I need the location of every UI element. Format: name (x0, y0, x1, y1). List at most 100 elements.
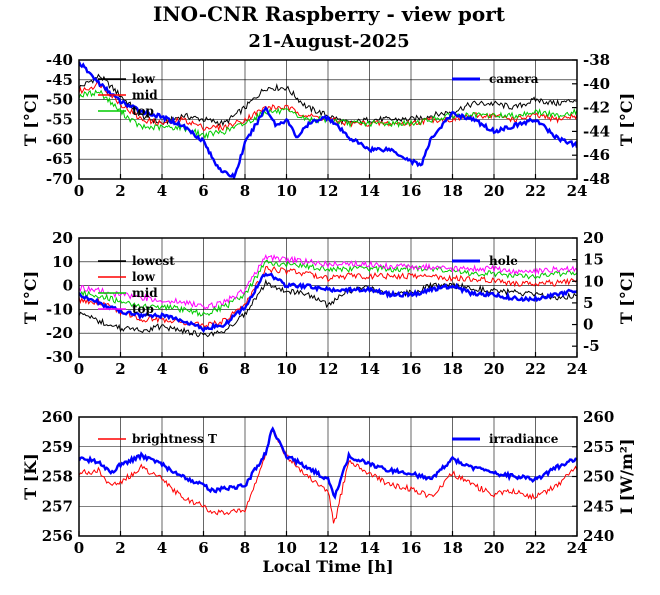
y-right-tick-label: -40 (583, 75, 610, 93)
x-tick-label: 14 (359, 182, 380, 200)
y-left-axis-label: T [°C] (21, 93, 40, 146)
x-tick-label: 6 (198, 539, 208, 557)
y-right-tick-label: 15 (583, 251, 604, 269)
x-tick-label: 16 (401, 539, 422, 557)
x-tick-label: 12 (318, 360, 339, 378)
x-tick-label: 12 (318, 539, 339, 557)
x-tick-label: 16 (401, 182, 422, 200)
legend-label: brightness T (132, 432, 217, 446)
legend-label: mid (132, 88, 158, 102)
x-axis-label: Local Time [h] (262, 557, 393, 576)
series-line-low (79, 265, 577, 329)
x-tick-label: 2 (115, 360, 125, 378)
chart-panel-3: 0 2 4 6 8 10 12 14 16 18 20 22 242562572582592602402… (21, 408, 636, 557)
y-right-tick-label: 0 (583, 316, 593, 334)
x-tick-label: 10 (276, 360, 297, 378)
y-right-axis-label: T [°C] (617, 271, 636, 324)
series-line-top (79, 89, 577, 140)
y-left-tick-label: 256 (42, 527, 73, 545)
y-right-axis-label: I [W/m²] (617, 439, 636, 515)
legend-label: mid (132, 286, 158, 300)
y-right-tick-label: 240 (583, 527, 614, 545)
x-tick-label: 12 (318, 182, 339, 200)
series-line-hole (79, 272, 577, 334)
legend-label: top (132, 104, 154, 118)
y-left-tick-label: 257 (42, 497, 73, 515)
y-left-tick-label: 10 (52, 253, 73, 271)
x-tick-label: 10 (276, 539, 297, 557)
legend-label: hole (489, 254, 518, 268)
y-left-tick-label: 260 (42, 408, 73, 426)
x-tick-label: 10 (276, 182, 297, 200)
legend-label: top (132, 302, 154, 316)
y-right-tick-label: 250 (583, 468, 614, 486)
y-right-tick-label: 5 (583, 294, 593, 312)
series-line-irradiance (79, 426, 577, 500)
y-left-tick-label: -45 (46, 71, 73, 89)
y-right-axis-label: T [°C] (617, 93, 636, 146)
y-right-tick-label: -38 (583, 51, 610, 69)
x-tick-label: 8 (240, 182, 250, 200)
x-tick-label: 18 (442, 360, 463, 378)
y-left-tick-label: 259 (42, 438, 73, 456)
y-right-tick-label: -48 (583, 170, 610, 188)
y-right-tick-label: 260 (583, 408, 614, 426)
legend-label: irradiance (489, 432, 559, 446)
y-left-axis-label: T [°C] (21, 271, 40, 324)
chart-panels: 0 2 4 6 8 10 12 14 16 18 20 22 24-70-65-60-55-50-45-… (21, 51, 636, 557)
x-tick-label: 20 (484, 182, 505, 200)
x-tick-label: 20 (484, 539, 505, 557)
legend-label: camera (489, 72, 539, 86)
x-tick-label: 24 (567, 182, 588, 200)
y-left-tick-label: -65 (46, 150, 73, 168)
y-left-tick-label: -20 (46, 324, 73, 342)
x-tick-label: 16 (401, 360, 422, 378)
x-tick-label: 18 (442, 182, 463, 200)
y-right-tick-label: -46 (583, 146, 610, 164)
x-tick-label: 22 (525, 539, 546, 557)
chart-panel-2: 0 2 4 6 8 10 12 14 16 18 20 22 24-30-20-1001020-5051… (21, 229, 636, 378)
chart-subtitle: 21-August-2025 (248, 31, 409, 52)
x-tick-label: 18 (442, 539, 463, 557)
x-tick-label: 8 (240, 539, 250, 557)
legend-label: low (132, 72, 156, 86)
x-tick-label: 2 (115, 182, 125, 200)
x-tick-label: 2 (115, 539, 125, 557)
x-tick-label: 0 (74, 182, 84, 200)
y-left-tick-label: -40 (46, 51, 73, 69)
x-tick-label: 4 (157, 539, 167, 557)
x-tick-label: 24 (567, 360, 588, 378)
x-tick-label: 4 (157, 182, 167, 200)
y-right-tick-label: -42 (583, 99, 610, 117)
y-left-tick-label: -60 (46, 130, 73, 148)
y-right-tick-label: -5 (583, 337, 600, 355)
y-right-tick-label: 245 (583, 497, 614, 515)
x-tick-label: 14 (359, 539, 380, 557)
legend-label: lowest (132, 254, 175, 268)
x-tick-label: 8 (240, 360, 250, 378)
y-left-axis-label: T [K] (21, 453, 40, 500)
x-tick-label: 20 (484, 360, 505, 378)
y-right-tick-label: -44 (583, 122, 610, 140)
series-line-lowest (79, 278, 577, 338)
y-left-tick-label: -50 (46, 91, 73, 109)
y-left-tick-label: 258 (42, 468, 73, 486)
y-left-tick-label: 0 (63, 277, 73, 295)
y-right-tick-label: 10 (583, 272, 604, 290)
y-left-tick-label: -10 (46, 300, 73, 318)
series-line-brightness-T (79, 429, 577, 524)
chart-panel-1: 0 2 4 6 8 10 12 14 16 18 20 22 24-70-65-60-55-50-45-… (21, 51, 636, 200)
series-line-camera (79, 61, 577, 179)
x-tick-label: 6 (198, 182, 208, 200)
x-tick-label: 4 (157, 360, 167, 378)
x-tick-label: 0 (74, 360, 84, 378)
legend-label: low (132, 270, 156, 284)
x-tick-label: 24 (567, 539, 588, 557)
chart-title: INO-CNR Raspberry - view port (153, 2, 506, 26)
x-tick-label: 6 (198, 360, 208, 378)
x-tick-label: 14 (359, 360, 380, 378)
x-tick-label: 22 (525, 360, 546, 378)
y-left-tick-label: 20 (52, 229, 73, 247)
y-left-tick-label: -55 (46, 111, 73, 129)
